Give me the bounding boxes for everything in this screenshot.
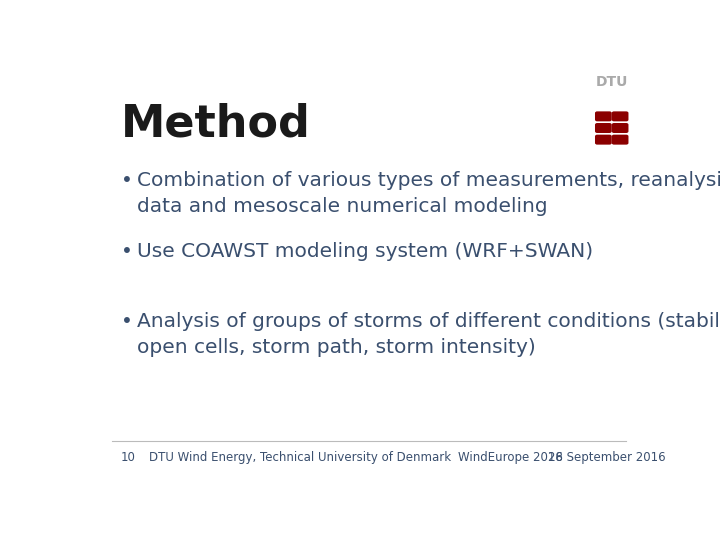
Text: Use COAWST modeling system (WRF+SWAN): Use COAWST modeling system (WRF+SWAN) [138, 241, 593, 260]
Text: DTU Wind Energy, Technical University of Denmark: DTU Wind Energy, Technical University of… [148, 451, 451, 464]
Text: Combination of various types of measurements, reanalysis
data and mesoscale nume: Combination of various types of measurem… [138, 171, 720, 215]
FancyBboxPatch shape [595, 111, 612, 122]
Text: 10: 10 [121, 451, 135, 464]
Text: DTU: DTU [595, 75, 628, 89]
FancyBboxPatch shape [595, 123, 612, 133]
FancyBboxPatch shape [595, 134, 612, 145]
FancyBboxPatch shape [612, 123, 629, 133]
FancyBboxPatch shape [612, 134, 629, 145]
Text: •: • [121, 171, 132, 190]
Text: Method: Method [121, 102, 310, 145]
Text: •: • [121, 312, 132, 331]
FancyBboxPatch shape [612, 111, 629, 122]
Text: 28 September 2016: 28 September 2016 [547, 451, 665, 464]
Text: •: • [121, 241, 132, 260]
Text: Analysis of groups of storms of different conditions (stability,
open cells, sto: Analysis of groups of storms of differen… [138, 312, 720, 357]
Text: WindEurope 2016: WindEurope 2016 [459, 451, 563, 464]
